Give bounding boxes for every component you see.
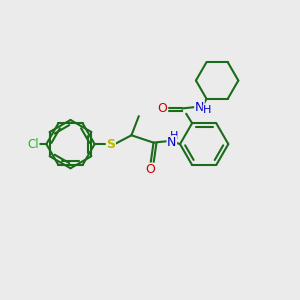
Text: H: H [203, 105, 212, 115]
Text: S: S [106, 138, 115, 151]
Text: O: O [146, 163, 155, 176]
Text: N: N [195, 100, 204, 113]
Text: H: H [170, 131, 178, 141]
Text: O: O [158, 102, 168, 115]
Text: N: N [167, 136, 176, 149]
Text: Cl: Cl [27, 138, 39, 151]
